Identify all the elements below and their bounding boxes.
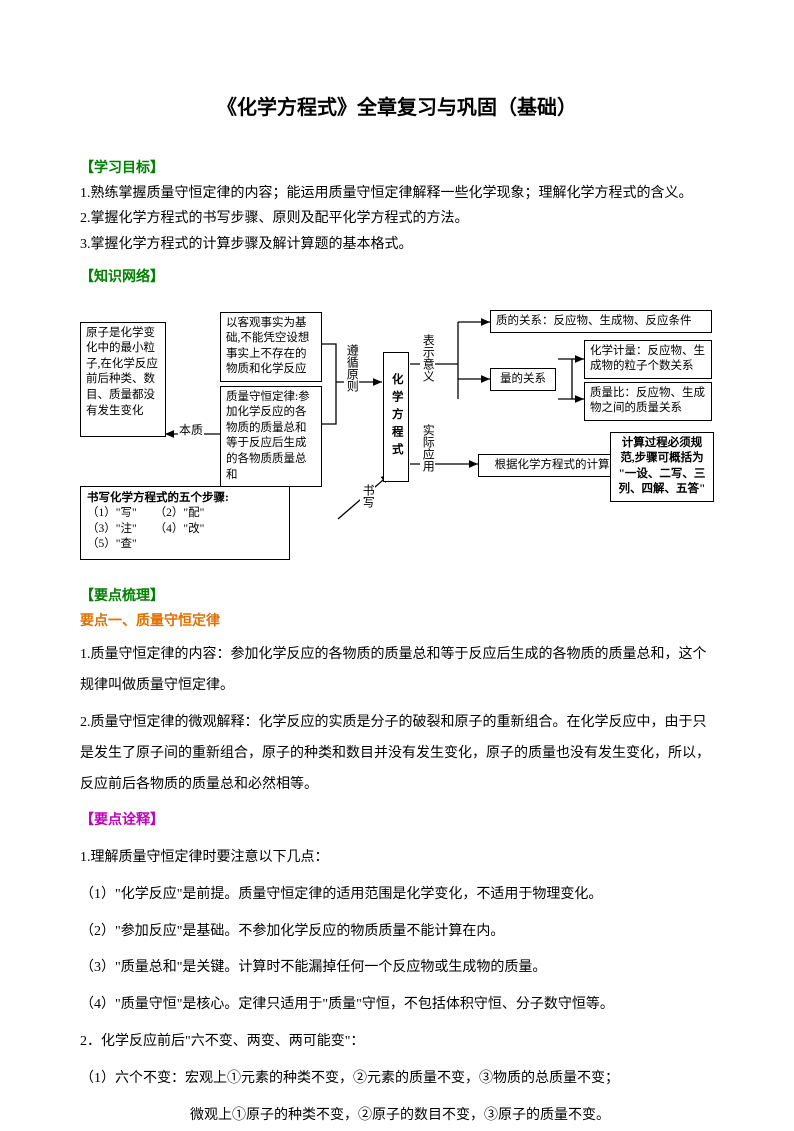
label-follow: 遵循原则 xyxy=(344,344,359,392)
diagram-box-calcnorm: 计算过程必须规范,步骤可概括为 "一设、二写、三列、四解、五答" xyxy=(610,432,714,502)
point1-para: 2.质量守恒定律的微观解释：化学反应的实质是分子的破裂和原子的重新组合。在化学反… xyxy=(80,708,714,800)
content-body: 【学习目标】 1.熟练掌握质量守恒定律的内容；能运用质量守恒定律解释一些化学现象… xyxy=(80,156,714,1131)
diagram-box-calc: 根据化学方程式的计算 xyxy=(478,454,626,478)
explain-header: 【要点诠释】 xyxy=(80,806,714,837)
explain-para: （2）"参加反应"是基础。不参加化学反应的物质质量不能计算在内。 xyxy=(80,917,714,948)
diagram-box-mass: 质量守恒定律:参加化学反应的各物质的质量总和等于反应后生成的各物质质量总和 xyxy=(220,386,322,487)
step-4: （4）"改" xyxy=(155,522,205,538)
diagram-box-massratio: 质量比：反应物、生成物之间的质量关系 xyxy=(584,382,712,421)
diagram-box-chemcount: 化学计量：反应物、生成物的粒子个数关系 xyxy=(584,340,712,379)
diagram-box-quality: 质的关系：反应物、生成物、反应条件 xyxy=(490,310,712,334)
point1-para: 1.质量守恒定律的内容：参加化学反应的各物质的质量总和等于反应后生成的各物质的质… xyxy=(80,640,714,702)
diagram-box-quantity: 量的关系 xyxy=(490,368,556,392)
step-2: （2）"配" xyxy=(155,506,205,522)
step-3: （3）"注" xyxy=(87,522,137,538)
label-show: 表示意义 xyxy=(420,334,435,382)
network-header: 【知识网络】 xyxy=(80,265,714,290)
goals-list: 1.熟练掌握质量守恒定律的内容；能运用质量守恒定律解释一些化学现象；理解化学方程… xyxy=(80,181,714,257)
calcnorm-line2: "一设、二写、三列、四解、五答" xyxy=(616,467,708,498)
label-essence: 本质 xyxy=(178,424,204,437)
calcnorm-line1: 计算过程必须规范,步骤可概括为 xyxy=(616,436,708,467)
label-apply: 实际应用 xyxy=(420,424,435,472)
diagram-box-center: 化学方程式 xyxy=(383,352,409,482)
explain-para: （4）"质量守恒"是核心。定律只适用于"质量"守恒，不包括体积守恒、分子数守恒等… xyxy=(80,990,714,1021)
step-5: （5）"查" xyxy=(87,537,283,553)
explain-tail: 微观上①原子的种类不变，②原子的数目不变，③原子的质量不变。 xyxy=(80,1101,714,1131)
diagram-box-objective: 以客观事实为基础,不能凭空设想事实上不存在的物质和化学反应 xyxy=(220,312,322,382)
knowledge-diagram: 原子是化学变化中的最小粒子,在化学反应前后种类、数目、质量都没有发生变化 以客观… xyxy=(80,304,714,564)
step-1: （1）"写" xyxy=(87,506,137,522)
goals-header: 【学习目标】 xyxy=(80,156,714,181)
goal-item: 1.熟练掌握质量守恒定律的内容；能运用质量守恒定律解释一些化学现象；理解化学方程… xyxy=(80,181,714,206)
label-write: 书写 xyxy=(360,484,375,508)
explain-para: （3）"质量总和"是关键。计算时不能漏掉任何一个反应物或生成物的质量。 xyxy=(80,953,714,984)
points-header: 【要点梳理】 xyxy=(80,584,714,609)
explain-para: （1）"化学反应"是前提。质量守恒定律的适用范围是化学变化，不适用于物理变化。 xyxy=(80,880,714,911)
steps-title: 书写化学方程式的五个步骤: xyxy=(87,491,283,507)
diagram-box-atom: 原子是化学变化中的最小粒子,在化学反应前后种类、数目、质量都没有发生变化 xyxy=(80,322,166,437)
explain-para: （1）六个不变：宏观上①元素的种类不变，②元素的质量不变，③物质的总质量不变； xyxy=(80,1064,714,1095)
explain-para: 1.理解质量守恒定律时要注意以下几点： xyxy=(80,843,714,874)
diagram-box-steps: 书写化学方程式的五个步骤: （1）"写"（2）"配" （3）"注"（4）"改" … xyxy=(80,486,290,560)
point1-header: 要点一、质量守恒定律 xyxy=(80,609,714,634)
explain-para: 2．化学反应前后"六不变、两变、两可能变"： xyxy=(80,1027,714,1058)
goal-item: 2.掌握化学方程式的书写步骤、原则及配平化学方程式的方法。 xyxy=(80,206,714,231)
goal-item: 3.掌握化学方程式的计算步骤及解计算题的基本格式。 xyxy=(80,232,714,257)
page-title: 《化学方程式》全章复习与巩固（基础） xyxy=(80,90,714,126)
